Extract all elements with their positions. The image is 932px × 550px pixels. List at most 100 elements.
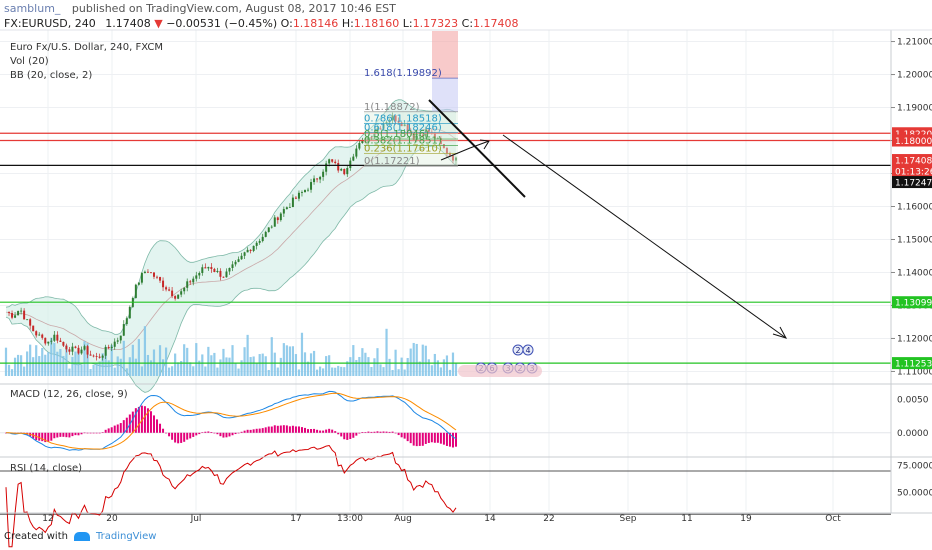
candle-body[interactable]: [116, 340, 119, 342]
candle-body[interactable]: [35, 331, 38, 336]
candle-body[interactable]: [455, 157, 457, 161]
candle-body[interactable]: [143, 271, 146, 274]
main-series-legend[interactable]: Euro Fx/U.S. Dollar, 240, FXCM: [10, 42, 163, 53]
event-flag-icon[interactable]: [522, 344, 534, 356]
candle-body[interactable]: [177, 294, 180, 299]
candle-body[interactable]: [331, 159, 334, 162]
author-name[interactable]: samblum_: [4, 2, 61, 15]
candle-body[interactable]: [433, 132, 436, 139]
candle-body[interactable]: [418, 135, 421, 137]
candle-body[interactable]: [388, 120, 391, 123]
candle-body[interactable]: [146, 271, 149, 273]
candle-body[interactable]: [276, 217, 279, 221]
candle-body[interactable]: [171, 290, 174, 297]
candle-body[interactable]: [367, 136, 370, 143]
candle-body[interactable]: [319, 176, 322, 180]
candle-body[interactable]: [210, 267, 213, 269]
candle-body[interactable]: [255, 242, 258, 246]
candle-body[interactable]: [403, 124, 406, 127]
candle-body[interactable]: [107, 346, 110, 349]
candle-body[interactable]: [122, 324, 125, 336]
candle-body[interactable]: [270, 226, 273, 228]
candle-body[interactable]: [98, 356, 101, 358]
candle-body[interactable]: [412, 133, 415, 140]
candle-body[interactable]: [231, 264, 234, 268]
main-price-pane[interactable]: 1.618(1.19892)1(1.18872)0.786(1.18518)0.…: [0, 31, 891, 393]
candle-body[interactable]: [222, 276, 225, 278]
candle-body[interactable]: [38, 334, 41, 336]
candle-body[interactable]: [14, 315, 17, 318]
candle-body[interactable]: [355, 148, 358, 157]
candle-body[interactable]: [71, 346, 74, 352]
candle-body[interactable]: [373, 132, 376, 138]
candle-body[interactable]: [421, 135, 424, 137]
candle-body[interactable]: [370, 136, 373, 138]
candle-body[interactable]: [95, 356, 98, 357]
candle-body[interactable]: [213, 268, 216, 273]
candle-body[interactable]: [361, 140, 364, 144]
candle-body[interactable]: [137, 282, 140, 285]
candle-body[interactable]: [80, 349, 83, 354]
trend-line[interactable]: [428, 99, 526, 198]
candle-body[interactable]: [258, 241, 261, 243]
candle-body[interactable]: [195, 275, 198, 279]
candle-body[interactable]: [316, 178, 319, 180]
candle-body[interactable]: [267, 227, 270, 232]
candle-body[interactable]: [379, 128, 382, 130]
projection-arrow[interactable]: [440, 140, 490, 161]
candle-body[interactable]: [92, 355, 95, 357]
candle-body[interactable]: [334, 161, 337, 164]
candle-body[interactable]: [288, 207, 291, 208]
candle-body[interactable]: [310, 182, 313, 190]
candle-body[interactable]: [17, 311, 20, 316]
candle-body[interactable]: [134, 284, 137, 298]
rsi-legend[interactable]: RSI (14, close): [10, 463, 83, 474]
candle-body[interactable]: [427, 129, 430, 132]
candle-body[interactable]: [346, 168, 349, 175]
candle-body[interactable]: [406, 124, 409, 132]
candle-body[interactable]: [294, 197, 297, 199]
candle-body[interactable]: [165, 287, 168, 290]
candle-body[interactable]: [300, 192, 303, 193]
candle-body[interactable]: [358, 143, 361, 149]
candle-body[interactable]: [20, 310, 23, 312]
candle-body[interactable]: [47, 341, 50, 344]
candle-body[interactable]: [201, 267, 204, 273]
candle-body[interactable]: [322, 171, 325, 177]
candle-body[interactable]: [313, 178, 316, 183]
candle-body[interactable]: [77, 347, 80, 354]
candle-body[interactable]: [282, 209, 285, 214]
candle-body[interactable]: [128, 306, 131, 319]
candle-body[interactable]: [189, 281, 192, 283]
candle-body[interactable]: [83, 346, 86, 350]
candle-body[interactable]: [343, 168, 346, 175]
candle-body[interactable]: [442, 144, 445, 148]
macd-line[interactable]: [5, 390, 457, 451]
candle-body[interactable]: [59, 340, 62, 342]
candle-body[interactable]: [307, 189, 310, 191]
candle-body[interactable]: [8, 312, 11, 314]
candle-body[interactable]: [445, 147, 448, 154]
candle-body[interactable]: [228, 267, 231, 272]
candle-body[interactable]: [237, 259, 240, 262]
candle-body[interactable]: [23, 310, 26, 320]
candle-body[interactable]: [439, 138, 442, 145]
candle-body[interactable]: [240, 255, 243, 260]
candle-body[interactable]: [400, 122, 403, 127]
macd-legend[interactable]: MACD (12, 26, close, 9): [10, 389, 128, 400]
candle-body[interactable]: [26, 319, 29, 321]
volume-legend[interactable]: Vol (20): [10, 56, 49, 67]
candle-body[interactable]: [207, 267, 210, 269]
target-arrow-line[interactable]: [502, 134, 787, 339]
candle-body[interactable]: [168, 289, 171, 291]
candle-body[interactable]: [11, 313, 14, 318]
candle-body[interactable]: [41, 334, 44, 338]
candle-body[interactable]: [152, 272, 155, 277]
candle-body[interactable]: [397, 121, 400, 123]
candle-body[interactable]: [382, 123, 385, 129]
rsi-line[interactable]: [5, 444, 457, 548]
candle-body[interactable]: [246, 249, 249, 253]
candle-body[interactable]: [204, 267, 207, 269]
economic-events[interactable]: 2426323: [458, 344, 542, 377]
